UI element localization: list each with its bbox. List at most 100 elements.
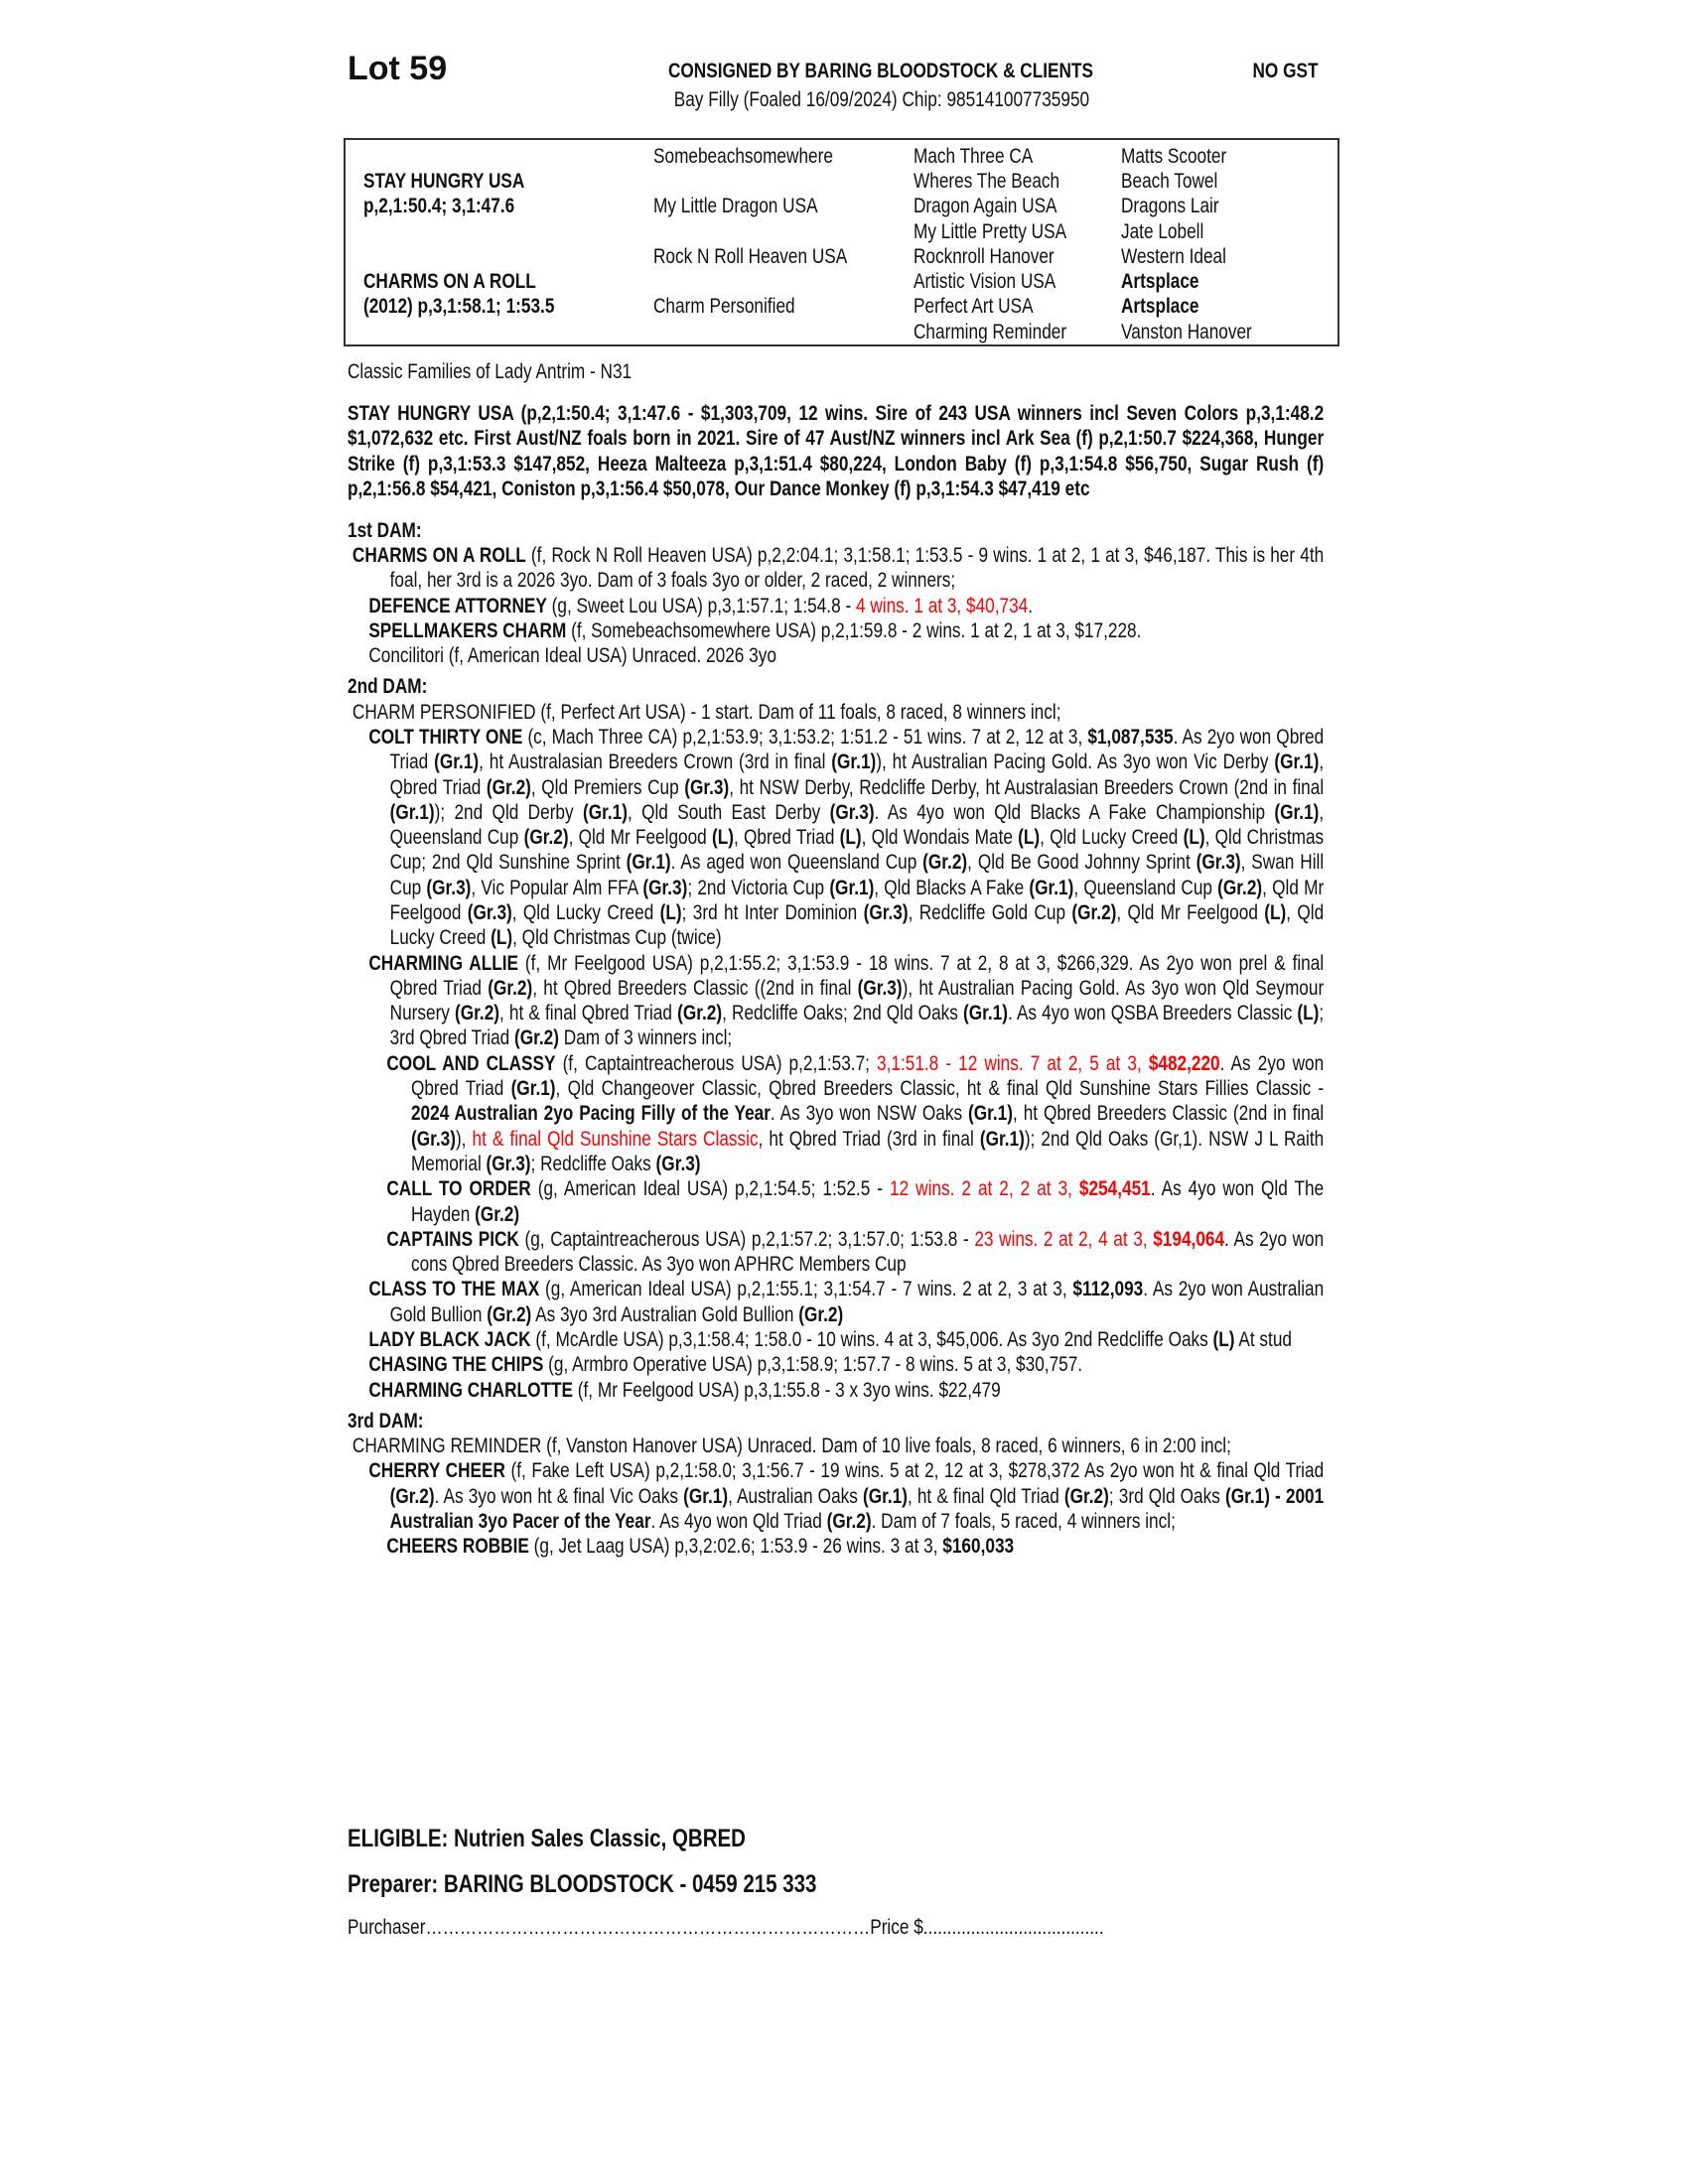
pedigree-gen3: Artistic Vision USA bbox=[914, 270, 1056, 293]
bold-segment: (Gr.2) bbox=[475, 1202, 520, 1226]
bold-segment: (Gr.3) bbox=[410, 1127, 456, 1151]
text-segment: , Redcliffe Gold Cup bbox=[908, 901, 1072, 924]
text-segment: , Vic Popular Alm FFA bbox=[471, 876, 643, 899]
bold-segment: (Gr.1) bbox=[1274, 751, 1320, 774]
text-segment: . As 2yo won Qbred Triad bbox=[410, 1051, 1325, 1101]
highlight-segment: ht & final Qld Sunshine Stars Classic bbox=[472, 1127, 759, 1151]
text-segment: , Queensland Cup bbox=[1073, 876, 1218, 899]
bold-segment: $112,093 bbox=[1072, 1278, 1144, 1301]
text-segment: . As 3yo won ht & final Vic Oaks bbox=[434, 1484, 684, 1508]
text-segment: , ht Qbred Breeders Classic (2nd in fina… bbox=[1013, 1102, 1325, 1126]
bold-segment: (Gr.3) bbox=[486, 1152, 531, 1175]
bold-segment: (Gr.2) bbox=[1063, 1484, 1109, 1508]
bold-segment: (Gr.2) bbox=[922, 851, 968, 875]
text-segment: , Qld Christmas Cup (twice) bbox=[512, 926, 722, 950]
text-segment: . bbox=[1028, 594, 1034, 617]
text-segment: Classic Families of Lady Antrim - N31 bbox=[348, 360, 633, 383]
text-segment: . As aged won Queensland Cup bbox=[670, 851, 923, 875]
bold-segment: (L) bbox=[1264, 901, 1287, 924]
price-field: ...................................... bbox=[922, 1916, 1104, 1939]
horse-description: Bay Filly (Foaled 16/09/2024) Chip: 9851… bbox=[673, 88, 1090, 111]
text-segment: , Qld Be Good Johnny Sprint bbox=[967, 851, 1196, 875]
text-segment: (f, Mr Feelgood USA) p,3,1:55.8 - 3 x 3y… bbox=[572, 1378, 1001, 1402]
text-segment: , ht Qbred Triad (3rd in final bbox=[758, 1127, 980, 1151]
pedigree-gen3: Wheres The Beach bbox=[914, 170, 1060, 193]
bold-segment: (Gr.2) bbox=[798, 1302, 844, 1326]
pedigree-gen2: Charm Personified bbox=[653, 295, 795, 318]
section-heading: 1st DAM: bbox=[348, 518, 1324, 543]
text-segment: . As 3yo won NSW Oaks bbox=[770, 1102, 969, 1126]
text-segment: (f, McArdle USA) p,3,1:58.4; 1:58.0 - 10… bbox=[530, 1328, 1213, 1352]
text-segment: , Australian Oaks bbox=[728, 1484, 863, 1508]
pedigree-gen4: Artsplace bbox=[1121, 295, 1199, 318]
bold-segment: (Gr.1) bbox=[582, 800, 628, 824]
bold-segment: LADY BLACK JACK bbox=[368, 1328, 531, 1352]
text-segment: , ht & final Qbred Triad bbox=[499, 1002, 678, 1025]
bold-segment: (Gr.2) bbox=[455, 1002, 500, 1025]
paragraph: DEFENCE ATTORNEY (g, Sweet Lou USA) p,3,… bbox=[348, 594, 1324, 618]
text-segment: , Qld Mr Feelgood bbox=[389, 876, 1325, 924]
paragraph: 3rd DAM: bbox=[348, 1409, 1324, 1433]
bold-segment: (Gr.3) bbox=[863, 901, 909, 924]
bold-segment: (Gr.1) bbox=[968, 1102, 1014, 1126]
paragraph: CHERRY CHEER (f, Fake Left USA) p,2,1:58… bbox=[348, 1458, 1324, 1534]
bold-segment: 2024 Australian 2yo Pacing Filly of the … bbox=[410, 1102, 771, 1126]
bold-segment: (Gr.2) bbox=[826, 1509, 872, 1533]
text-segment: (g, American Ideal USA) p,2,1:55.1; 3,1:… bbox=[539, 1278, 1073, 1301]
highlight-segment: 4 wins. 1 at 3, $40,734 bbox=[855, 594, 1029, 617]
text-segment: ; 3rd Qld Oaks bbox=[1108, 1484, 1225, 1508]
bold-segment: CAPTAINS PICK bbox=[386, 1227, 519, 1251]
text-segment: , Qld South East Derby bbox=[627, 800, 830, 824]
text-segment: (f, Fake Left USA) p,2,1:58.0; 3,1:56.7 … bbox=[504, 1459, 1325, 1483]
bold-segment: CHARMING ALLIE bbox=[368, 951, 519, 975]
pedigree-table: STAY HUNGRY USA p,2,1:50.4; 3,1:47.6 CHA… bbox=[344, 138, 1339, 346]
bold-segment: COLT THIRTY ONE bbox=[368, 725, 523, 749]
bold-segment: (Gr.1) bbox=[1274, 800, 1320, 824]
pedigree-gen3: Rocknroll Hanover bbox=[914, 245, 1055, 268]
bold-segment: 3rd DAM: bbox=[348, 1409, 424, 1433]
text-segment: ); 2nd Qld Oaks (Gr,1). NSW J L Raith Me… bbox=[410, 1127, 1325, 1175]
bold-segment: 1st DAM: bbox=[348, 518, 422, 542]
bold-segment: (Gr.3) bbox=[829, 800, 875, 824]
text-segment: . As 2yo won cons Qbred Breeders Classic… bbox=[410, 1227, 1325, 1277]
bold-segment: (Gr.1) bbox=[979, 1127, 1025, 1151]
bold-segment: (Gr.3) bbox=[857, 976, 903, 1000]
bold-segment: (Gr.3) bbox=[426, 876, 472, 899]
text-segment: (g, Jet Laag USA) p,3,2:02.6; 1:53.9 - 2… bbox=[528, 1535, 943, 1559]
gst-status: NO GST bbox=[1252, 60, 1319, 82]
bold-segment: CALL TO ORDER bbox=[386, 1177, 531, 1201]
bold-segment: (L) bbox=[839, 826, 862, 850]
bold-segment: (Gr.1) bbox=[626, 851, 671, 875]
text-segment: (c, Mach Three CA) p,2,1:53.9; 3,1:53.2;… bbox=[522, 725, 1088, 749]
paragraph: CAPTAINS PICK (g, Captaintreacherous USA… bbox=[348, 1227, 1324, 1278]
text-segment: . As 4yo won Qld The Hayden bbox=[410, 1177, 1325, 1226]
bold-segment: CHASING THE CHIPS bbox=[368, 1353, 544, 1377]
paragraph: CHARMING CHARLOTTE (f, Mr Feelgood USA) … bbox=[348, 1378, 1324, 1403]
pedigree-gen4: Beach Towel bbox=[1121, 170, 1218, 193]
bold-segment: (Gr.3) bbox=[642, 876, 688, 899]
text-segment: (f, Somebeachsomewhere USA) p,2,1:59.8 -… bbox=[566, 619, 1142, 643]
highlight-segment: 12 wins. 2 at 2, 2 at 3, bbox=[890, 1177, 1079, 1201]
bold-segment: CHARMS ON A ROLL bbox=[352, 544, 526, 568]
text-segment: (g, Armbro Operative USA) p,3,1:58.9; 1:… bbox=[543, 1353, 1083, 1377]
purchaser-field: …………………………………………………………………… bbox=[425, 1916, 871, 1939]
text-segment: , ht NSW Derby, Redcliffe Derby, ht Aust… bbox=[729, 775, 1325, 799]
text-segment: CHARM PERSONIFIED (f, Perfect Art USA) -… bbox=[352, 700, 1061, 724]
text-segment: (g, Captaintreacherous USA) p,2,1:57.2; … bbox=[518, 1227, 975, 1251]
consignor: CONSIGNED BY BARING BLOODSTOCK & CLIENTS bbox=[667, 60, 1093, 82]
paragraph: CHARMING ALLIE (f, Mr Feelgood USA) p,2,… bbox=[348, 951, 1324, 1051]
paragraph: SPELLMAKERS CHARM (f, Somebeachsomewhere… bbox=[348, 618, 1324, 643]
highlight-segment: 23 wins. 2 at 2, 4 at 3, bbox=[974, 1227, 1154, 1251]
paragraph: CHARMS ON A ROLL (f, Rock N Roll Heaven … bbox=[348, 543, 1324, 594]
pedigree-gen4: Matts Scooter bbox=[1121, 145, 1227, 168]
bold-segment: CHEERS ROBBIE bbox=[386, 1535, 529, 1559]
bold-segment: CHARMING CHARLOTTE bbox=[368, 1378, 573, 1402]
paragraph: COOL AND CLASSY (f, Captaintreacherous U… bbox=[348, 1051, 1324, 1176]
bold-segment: (Gr.2) bbox=[487, 1302, 532, 1326]
bold-segment: (Gr.2) bbox=[1217, 876, 1263, 899]
paragraph: CHARMING REMINDER (f, Vanston Hanover US… bbox=[348, 1433, 1324, 1458]
text-segment: , ht Qbred Breeders Classic ((2nd in fin… bbox=[532, 976, 858, 1000]
text-segment: . As 2yo won Australian Gold Bullion bbox=[389, 1278, 1325, 1326]
text-segment: , Swan Hill Cup bbox=[389, 851, 1325, 899]
sire-record: p,2,1:50.4; 3,1:47.6 bbox=[363, 195, 515, 217]
